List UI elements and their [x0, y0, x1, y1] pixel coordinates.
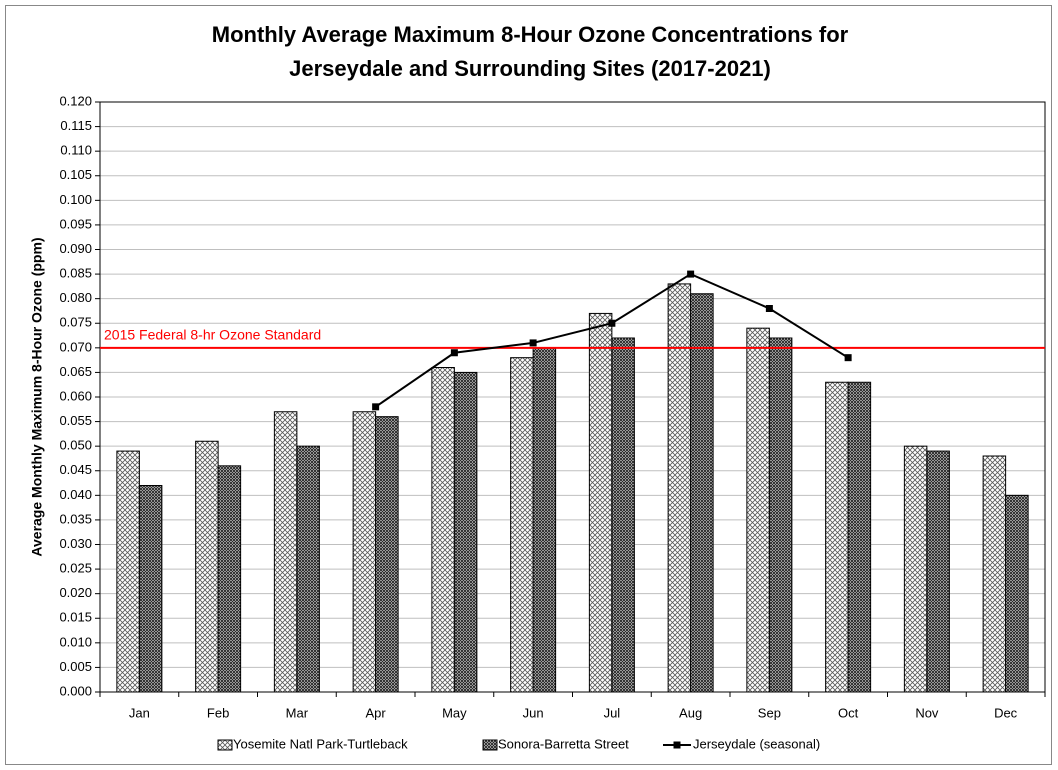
y-tick-label: 0.010 [59, 634, 92, 649]
y-tick-label: 0.095 [59, 216, 92, 231]
y-tick-label: 0.030 [59, 536, 92, 551]
y-tick-label: 0.065 [59, 364, 92, 379]
y-tick-label: 0.005 [59, 659, 92, 674]
x-tick-label: Jul [604, 705, 621, 720]
bar [825, 381, 849, 693]
y-tick-label: 0.075 [59, 315, 92, 330]
bar [431, 367, 455, 693]
legend-label: Yosemite Natl Park-Turtleback [233, 736, 408, 751]
bar [611, 337, 635, 693]
x-tick-label: Jun [523, 705, 544, 720]
y-tick-label: 0.025 [59, 561, 92, 576]
x-tick-label: Dec [994, 705, 1018, 720]
y-axis-title: Average Monthly Maximum 8-Hour Ozone (pp… [29, 237, 45, 556]
legend-swatch [217, 739, 233, 751]
bar [195, 440, 219, 693]
bar [588, 312, 613, 693]
x-tick-label: Sep [758, 705, 781, 720]
line-marker [450, 349, 458, 357]
legend-swatch [482, 739, 498, 751]
y-tick-label: 0.000 [59, 683, 92, 698]
bar [768, 337, 793, 693]
bar [510, 357, 534, 693]
bar [746, 327, 770, 693]
legend-label: Jerseydale (seasonal) [693, 736, 820, 751]
x-tick-label: Aug [679, 705, 702, 720]
legend-label: Sonora-Barretta Street [498, 736, 629, 751]
bar [667, 283, 692, 693]
x-tick-label: Oct [838, 705, 859, 720]
x-tick-label: Mar [286, 705, 309, 720]
line-marker [687, 270, 695, 278]
bar [352, 411, 377, 693]
y-tick-label: 0.045 [59, 462, 92, 477]
x-tick-label: Jan [129, 705, 150, 720]
line-marker [844, 354, 852, 362]
y-tick-label: 0.035 [59, 511, 92, 526]
bar [296, 445, 320, 693]
line-marker [765, 305, 773, 312]
x-tick-label: Apr [366, 705, 387, 720]
y-tick-label: 0.105 [59, 167, 92, 182]
chart-title: Jerseydale and Surrounding Sites (2017-2… [289, 56, 771, 81]
bar [982, 455, 1007, 693]
y-tick-label: 0.080 [59, 290, 92, 305]
y-tick-label: 0.070 [59, 339, 92, 354]
bar [375, 416, 399, 693]
reference-label: 2015 Federal 8-hr Ozone Standard [104, 327, 321, 343]
y-tick-label: 0.055 [59, 413, 92, 428]
y-tick-label: 0.100 [59, 192, 92, 207]
y-tick-label: 0.110 [60, 143, 92, 158]
bar [116, 450, 140, 693]
bar [926, 450, 950, 693]
x-tick-label: Feb [207, 705, 229, 720]
bar [138, 485, 163, 693]
y-tick-label: 0.115 [60, 118, 92, 133]
bar [847, 381, 872, 693]
bar [273, 411, 298, 693]
y-tick-label: 0.040 [59, 487, 92, 502]
line-marker [608, 319, 616, 327]
legend-swatch [673, 741, 681, 749]
bar [690, 293, 714, 693]
x-tick-label: Nov [915, 705, 939, 720]
y-tick-label: 0.050 [59, 438, 92, 453]
bar [903, 445, 928, 693]
line-marker [529, 339, 537, 347]
bar [217, 465, 242, 693]
y-tick-label: 0.060 [59, 388, 92, 403]
bar [1005, 494, 1029, 693]
x-tick-label: May [442, 705, 467, 720]
y-tick-label: 0.020 [59, 585, 92, 600]
bar [532, 347, 557, 693]
bar [453, 371, 478, 693]
y-tick-label: 0.015 [59, 610, 92, 625]
chart-title: Monthly Average Maximum 8-Hour Ozone Con… [212, 22, 849, 47]
line-marker [372, 403, 380, 411]
y-tick-label: 0.090 [59, 241, 92, 256]
y-tick-label: 0.120 [59, 93, 92, 108]
y-tick-label: 0.085 [59, 266, 92, 281]
